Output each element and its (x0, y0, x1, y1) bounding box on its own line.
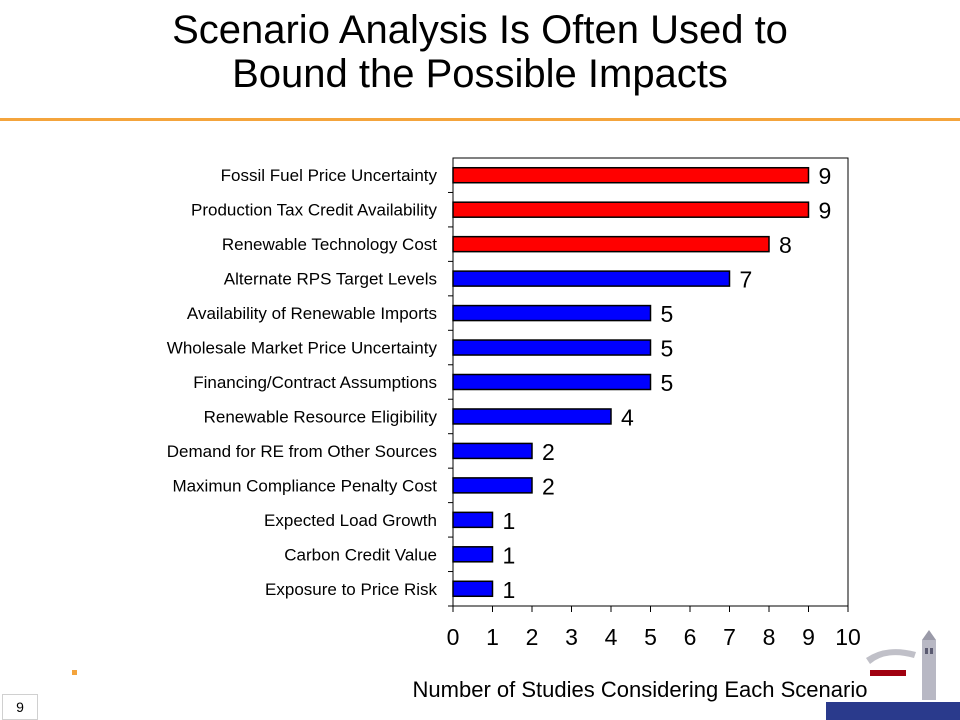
x-tick-label: 9 (802, 624, 815, 650)
category-label: Carbon Credit Value (284, 545, 437, 564)
category-label: Fossil Fuel Price Uncertainty (221, 166, 438, 185)
data-label: 9 (819, 198, 832, 224)
data-label: 1 (503, 577, 516, 603)
category-label: Expected Load Growth (264, 511, 437, 530)
x-tick-label: 0 (447, 624, 460, 650)
data-label: 2 (542, 473, 555, 499)
x-tick-label: 4 (605, 624, 618, 650)
category-label: Demand for RE from Other Sources (167, 442, 437, 461)
category-label: Production Tax Credit Availability (191, 201, 438, 220)
bar (452, 235, 770, 253)
slide-title: Scenario Analysis Is Often Used to Bound… (0, 8, 960, 96)
x-tick-label: 6 (684, 624, 697, 650)
x-tick-label: 8 (763, 624, 776, 650)
x-tick-label: 3 (565, 624, 578, 650)
berkeley-lab-logo (826, 630, 960, 720)
bar (452, 166, 810, 184)
data-label: 2 (542, 439, 555, 465)
bar (452, 477, 533, 494)
data-label: 1 (503, 542, 516, 568)
category-label: Renewable Technology Cost (222, 235, 437, 254)
bar (452, 304, 652, 322)
title-divider (0, 118, 960, 121)
x-tick-label: 1 (486, 624, 499, 650)
x-axis-label: Number of Studies Considering Each Scena… (413, 677, 868, 702)
data-label: 4 (621, 404, 634, 430)
category-label: Availability of Renewable Imports (187, 304, 437, 323)
category-label: Alternate RPS Target Levels (224, 270, 437, 289)
bar (452, 201, 810, 218)
data-label: 5 (661, 336, 674, 362)
category-label: Maximun Compliance Penalty Cost (172, 476, 437, 495)
category-label: Wholesale Market Price Uncertainty (167, 339, 438, 358)
bullet-marker (72, 670, 77, 675)
bar (452, 339, 652, 356)
bar (452, 270, 731, 287)
bar (452, 373, 652, 391)
bar (452, 546, 494, 563)
x-tick-label: 2 (526, 624, 539, 650)
data-label: 1 (503, 508, 516, 534)
x-tick-label: 10 (835, 624, 861, 650)
data-label: 5 (661, 301, 674, 327)
bar (452, 408, 612, 425)
category-label: Financing/Contract Assumptions (193, 373, 437, 392)
data-label: 8 (779, 232, 792, 258)
slide-title-line-2: Bound the Possible Impacts (232, 52, 728, 96)
x-tick-label: 5 (644, 624, 657, 650)
category-label: Exposure to Price Risk (265, 580, 437, 599)
bar (452, 442, 533, 460)
data-label: 5 (661, 370, 674, 396)
page-number: 9 (2, 694, 38, 720)
bar (452, 580, 494, 598)
category-label: Renewable Resource Eligibility (204, 407, 438, 426)
x-tick-label: 7 (723, 624, 736, 650)
data-label: 7 (740, 267, 753, 293)
bar (452, 511, 494, 529)
slide-title-line-1: Scenario Analysis Is Often Used to (172, 8, 788, 52)
data-label: 9 (819, 163, 832, 189)
